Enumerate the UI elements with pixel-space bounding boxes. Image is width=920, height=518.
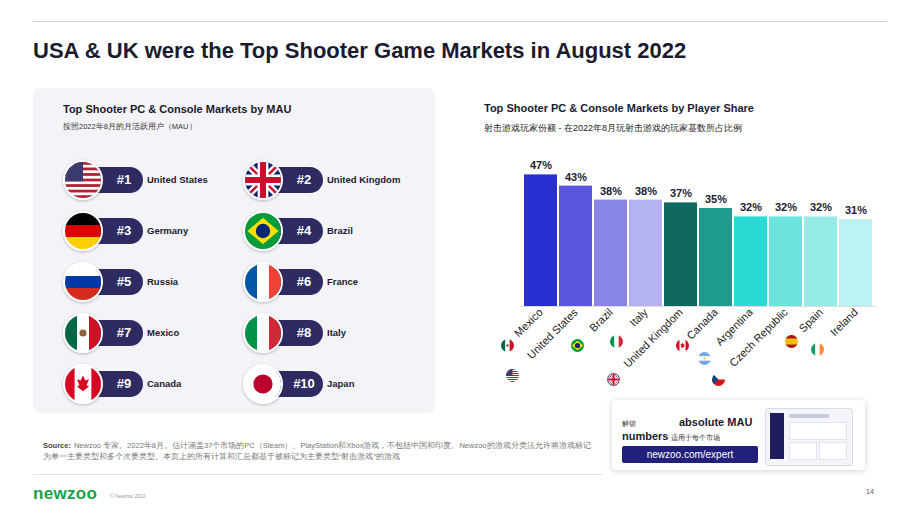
html-text:#9: #9 bbox=[116, 376, 132, 391]
html-text:#7: #7 bbox=[116, 325, 132, 340]
html-text:#1: #1 bbox=[116, 172, 132, 187]
svg-text:38%: 38% bbox=[600, 185, 622, 197]
html-text:#4: #4 bbox=[296, 223, 312, 238]
html-text:Russia: Russia bbox=[147, 276, 179, 287]
html-text:#5: #5 bbox=[116, 274, 132, 289]
svg-text:Ireland: Ireland bbox=[828, 306, 860, 338]
html-text:newzoo.com/expert: newzoo.com/expert bbox=[646, 449, 734, 460]
svg-text:Canada: Canada bbox=[684, 305, 720, 342]
svg-text:Czech Republic: Czech Republic bbox=[727, 306, 790, 369]
svg-text:Brazil: Brazil bbox=[587, 306, 615, 334]
html-text:absolute MAU: absolute MAU bbox=[679, 416, 753, 428]
svg-text:32%: 32% bbox=[740, 201, 762, 213]
html-text:Canada: Canada bbox=[147, 378, 182, 389]
html-text:Source: Newzoo 专家。2022年8月。估计涵盖: Source: Newzoo 专家。2022年8月。估计涵盖37个市场的PC（S… bbox=[43, 441, 591, 461]
html-text:France: France bbox=[327, 276, 359, 287]
svg-text:Italy: Italy bbox=[627, 306, 650, 329]
svg-text:United Kingdom: United Kingdom bbox=[621, 306, 685, 370]
html-text:#10: #10 bbox=[293, 376, 315, 391]
svg-text:31%: 31% bbox=[845, 204, 867, 216]
svg-text:47%: 47% bbox=[530, 159, 552, 171]
html-text:newzoo: newzoo bbox=[33, 484, 98, 503]
svg-text:32%: 32% bbox=[775, 201, 797, 213]
html-text:Brazil: Brazil bbox=[327, 225, 353, 236]
html-text:Top Shooter PC & Console Marke: Top Shooter PC & Console Markets by Play… bbox=[484, 102, 754, 114]
html-text:numbers 适用于每个市场: numbers 适用于每个市场 bbox=[622, 430, 720, 442]
svg-text:Argentina: Argentina bbox=[713, 305, 755, 348]
html-text:Italy: Italy bbox=[327, 327, 346, 338]
svg-text:United States: United States bbox=[525, 306, 581, 362]
svg-text:37%: 37% bbox=[670, 187, 692, 199]
svg-text:Mexico: Mexico bbox=[512, 306, 545, 339]
html-text:#2: #2 bbox=[296, 172, 312, 187]
html-text:United States: United States bbox=[147, 174, 208, 185]
svg-text:Spain: Spain bbox=[797, 306, 825, 334]
html-text:© Newzoo 2022: © Newzoo 2022 bbox=[110, 493, 146, 499]
html-text:Germany: Germany bbox=[147, 225, 189, 236]
html-text:United Kingdom: United Kingdom bbox=[327, 174, 401, 185]
html-text:按照2022年8月的月活跃用户（MAU）: 按照2022年8月的月活跃用户（MAU） bbox=[63, 122, 197, 131]
html-text:USA & UK were the Top Shooter: USA & UK were the Top Shooter Game Marke… bbox=[33, 38, 687, 63]
html-text:射击游戏玩家份额 - 在2022年8月玩射击游戏的玩家基数所: 射击游戏玩家份额 - 在2022年8月玩射击游戏的玩家基数所占比例 bbox=[484, 123, 742, 133]
svg-text:38%: 38% bbox=[635, 185, 657, 197]
html-text:Mexico: Mexico bbox=[147, 327, 180, 338]
html-text:14: 14 bbox=[866, 488, 874, 495]
html-text:解锁: 解锁 bbox=[622, 420, 636, 427]
html-text:#8: #8 bbox=[296, 325, 312, 340]
html-text:#6: #6 bbox=[296, 274, 312, 289]
html-text:Top Shooter PC & Console Marke: Top Shooter PC & Console Markets by MAU bbox=[63, 103, 292, 115]
svg-text:32%: 32% bbox=[810, 201, 832, 213]
svg-text:43%: 43% bbox=[565, 171, 587, 183]
svg-text:35%: 35% bbox=[705, 193, 727, 205]
html-text:#3: #3 bbox=[116, 223, 132, 238]
html-text:Japan: Japan bbox=[327, 378, 355, 389]
